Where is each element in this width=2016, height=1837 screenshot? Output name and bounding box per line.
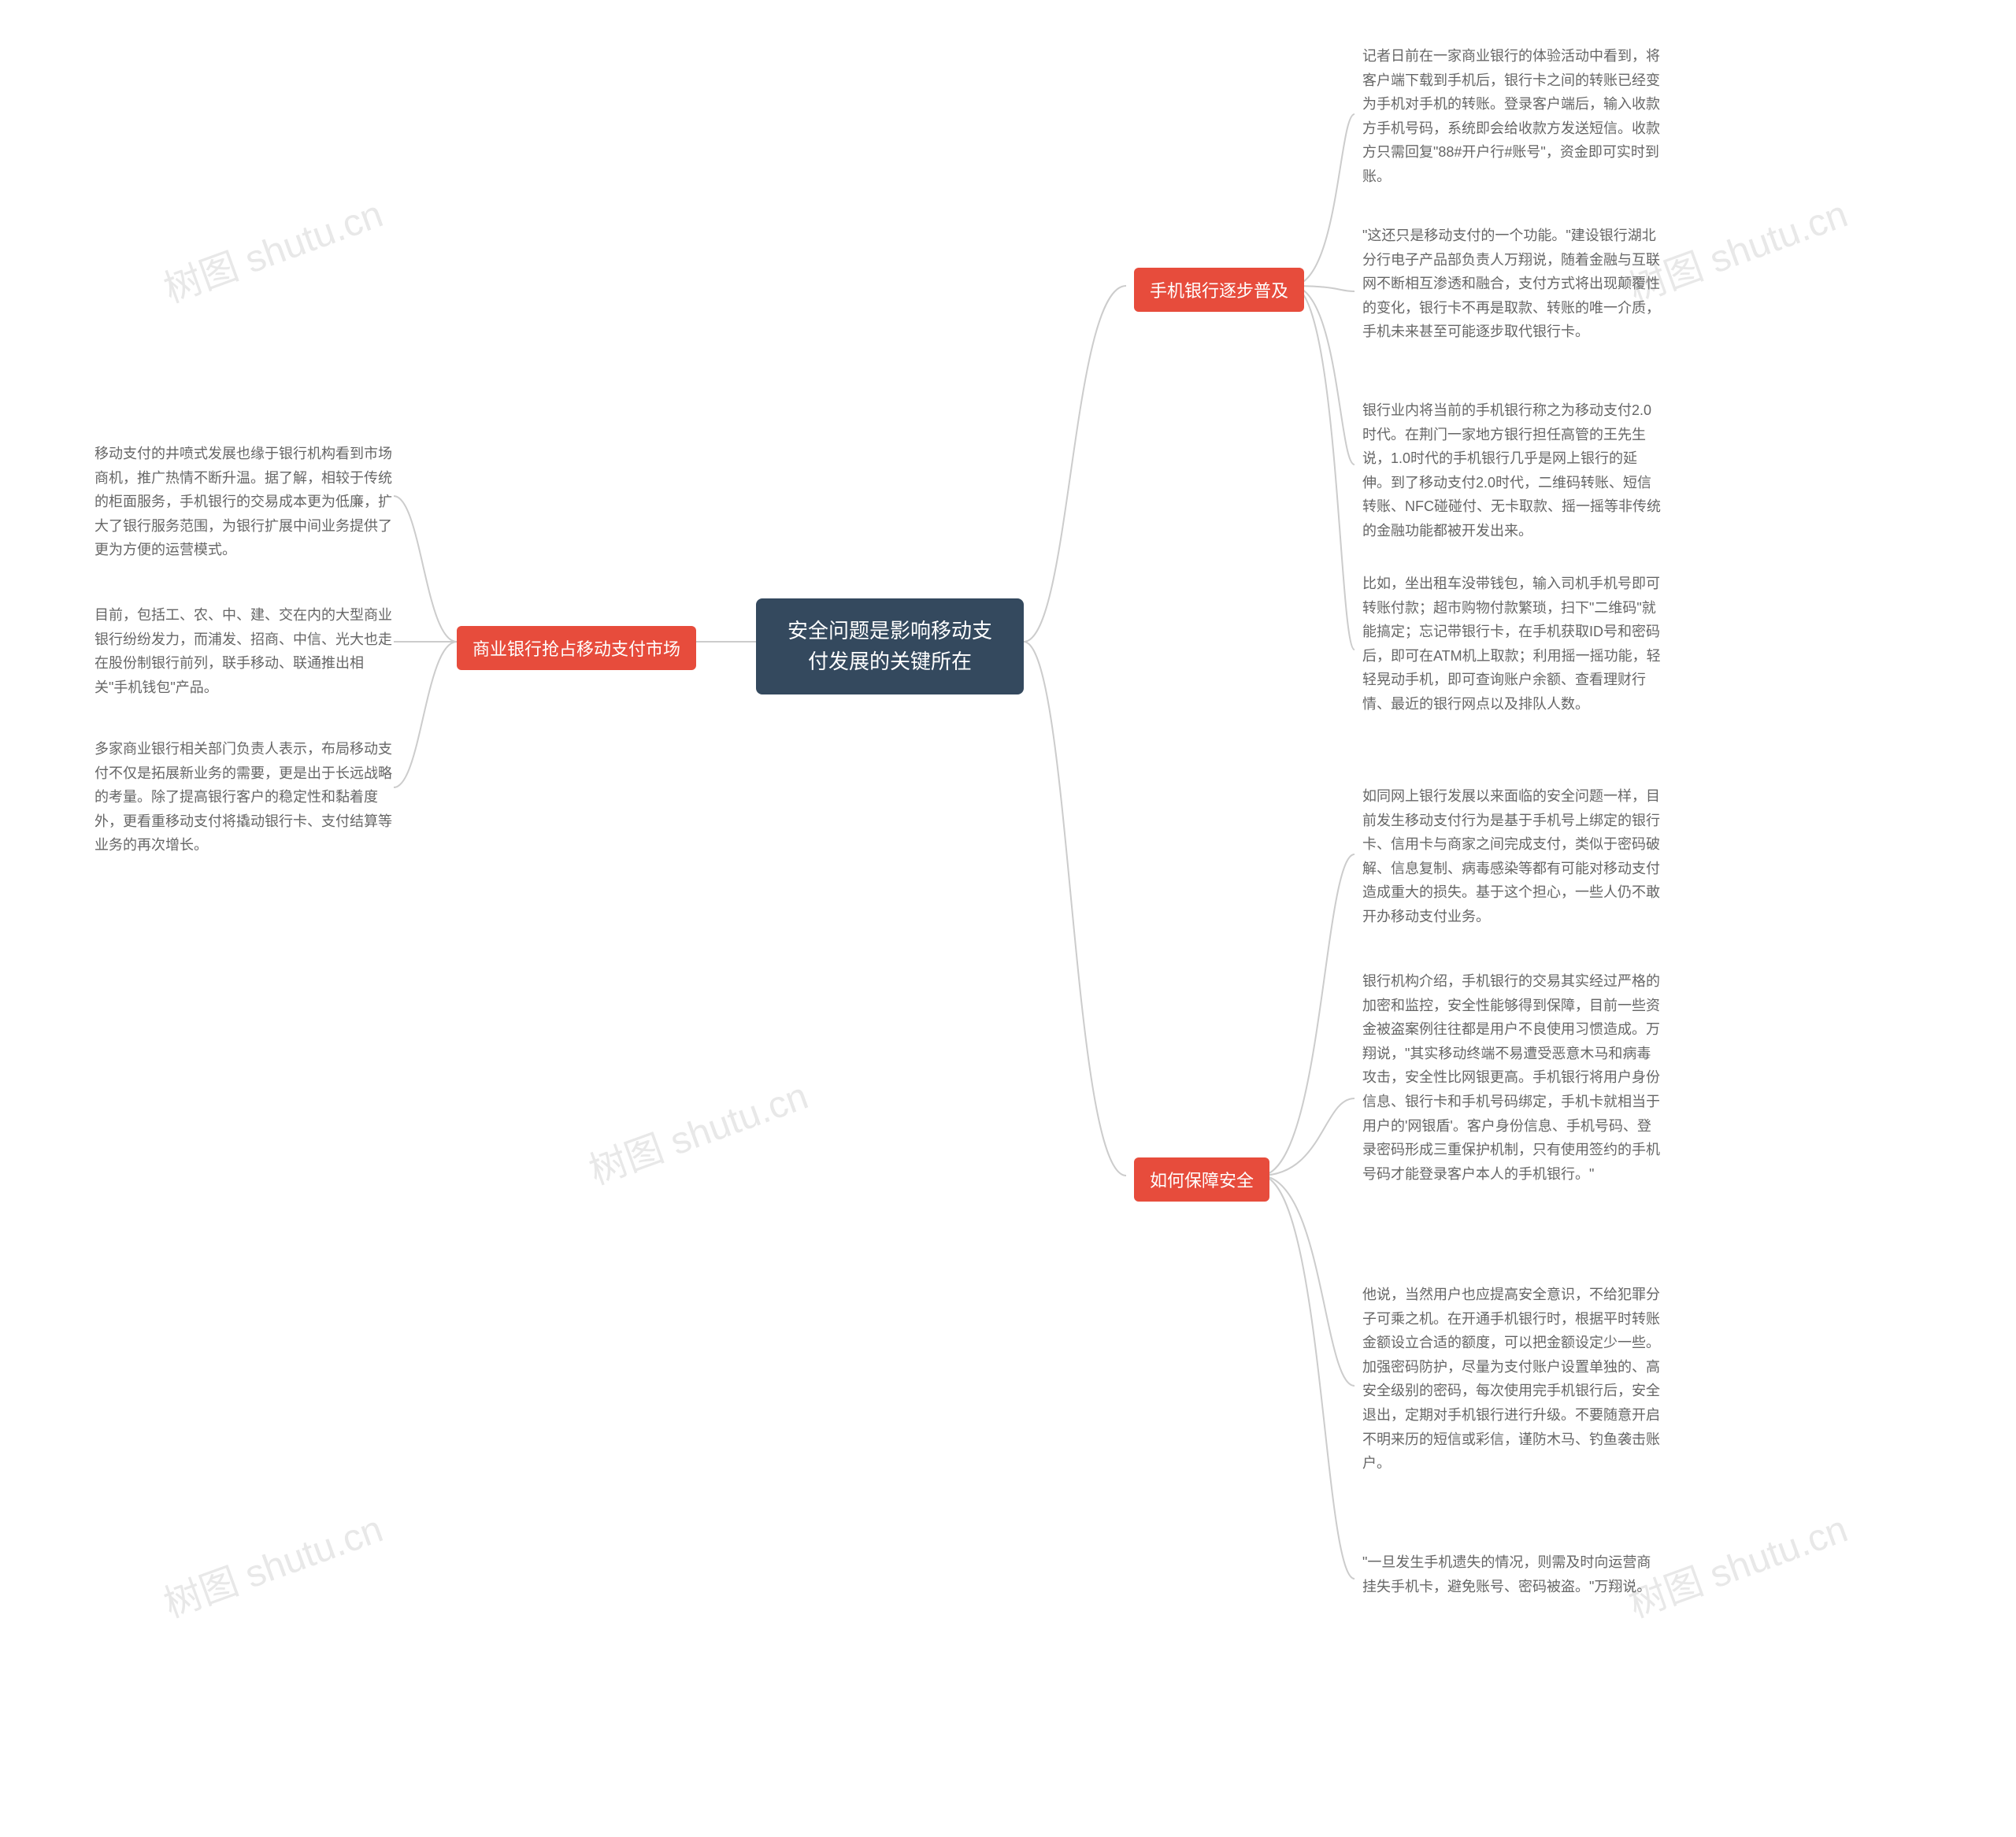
connector-path — [1024, 286, 1126, 642]
leaf-r2-0: 如同网上银行发展以来面临的安全问题一样，目前发生移动支付行为是基于手机号上绑定的… — [1362, 780, 1662, 934]
connector-path — [394, 496, 457, 642]
branch-right1[interactable]: 手机银行逐步普及 — [1134, 268, 1304, 312]
leaf-left-2: 多家商业银行相关部门负责人表示，布局移动支付不仅是拓展新业务的需要，更是出于长远… — [94, 732, 394, 862]
leaf-r2-1: 银行机构介绍，手机银行的交易其实经过严格的加密和监控，安全性能够得到保障，目前一… — [1362, 965, 1662, 1191]
connector-path — [1260, 1176, 1354, 1579]
branch-left[interactable]: 商业银行抢占移动支付市场 — [457, 626, 696, 670]
leaf-r1-0: 记者日前在一家商业银行的体验活动中看到，将客户端下载到手机后，银行卡之间的转账已… — [1362, 39, 1662, 194]
center-node[interactable]: 安全问题是影响移动支付发展的关键所在 — [756, 598, 1024, 694]
connector-path — [1260, 1098, 1354, 1176]
watermark: 树图 shutu.cn — [155, 183, 389, 313]
leaf-r2-3: "一旦发生手机遗失的情况，则需及时向运营商挂失手机卡，避免账号、密码被盗。"万翔… — [1362, 1546, 1662, 1603]
leaf-left-0: 移动支付的井喷式发展也缘于银行机构看到市场商机，推广热情不断升温。据了解，相较于… — [94, 437, 394, 567]
connector-path — [1292, 286, 1354, 465]
connector-path — [1024, 642, 1126, 1176]
branch-right2[interactable]: 如何保障安全 — [1134, 1157, 1269, 1202]
connector-path — [394, 642, 457, 787]
leaf-left-1: 目前，包括工、农、中、建、交在内的大型商业银行纷纷发力，而浦发、招商、中信、光大… — [94, 598, 394, 704]
leaf-r1-3: 比如，坐出租车没带钱包，输入司机手机号即可转账付款；超市购物付款繁琐，扫下"二维… — [1362, 567, 1662, 721]
leaf-r1-1: "这还只是移动支付的一个功能。"建设银行湖北分行电子产品部负责人万翔说，随着金融… — [1362, 219, 1662, 349]
connector-path — [1260, 854, 1354, 1176]
watermark: 树图 shutu.cn — [155, 1498, 389, 1628]
connector-path — [1292, 114, 1354, 286]
mindmap-canvas: 树图 shutu.cn 树图 shutu.cn 树图 shutu.cn 树图 s… — [0, 0, 2016, 1837]
leaf-r2-2: 他说，当然用户也应提高安全意识，不给犯罪分子可乘之机。在开通手机银行时，根据平时… — [1362, 1278, 1662, 1480]
connector-path — [1260, 1176, 1354, 1386]
connector-layer — [0, 0, 2016, 1837]
leaf-r1-2: 银行业内将当前的手机银行称之为移动支付2.0时代。在荆门一家地方银行担任高管的王… — [1362, 394, 1662, 548]
connector-path — [1292, 286, 1354, 650]
watermark: 树图 shutu.cn — [580, 1065, 814, 1194]
